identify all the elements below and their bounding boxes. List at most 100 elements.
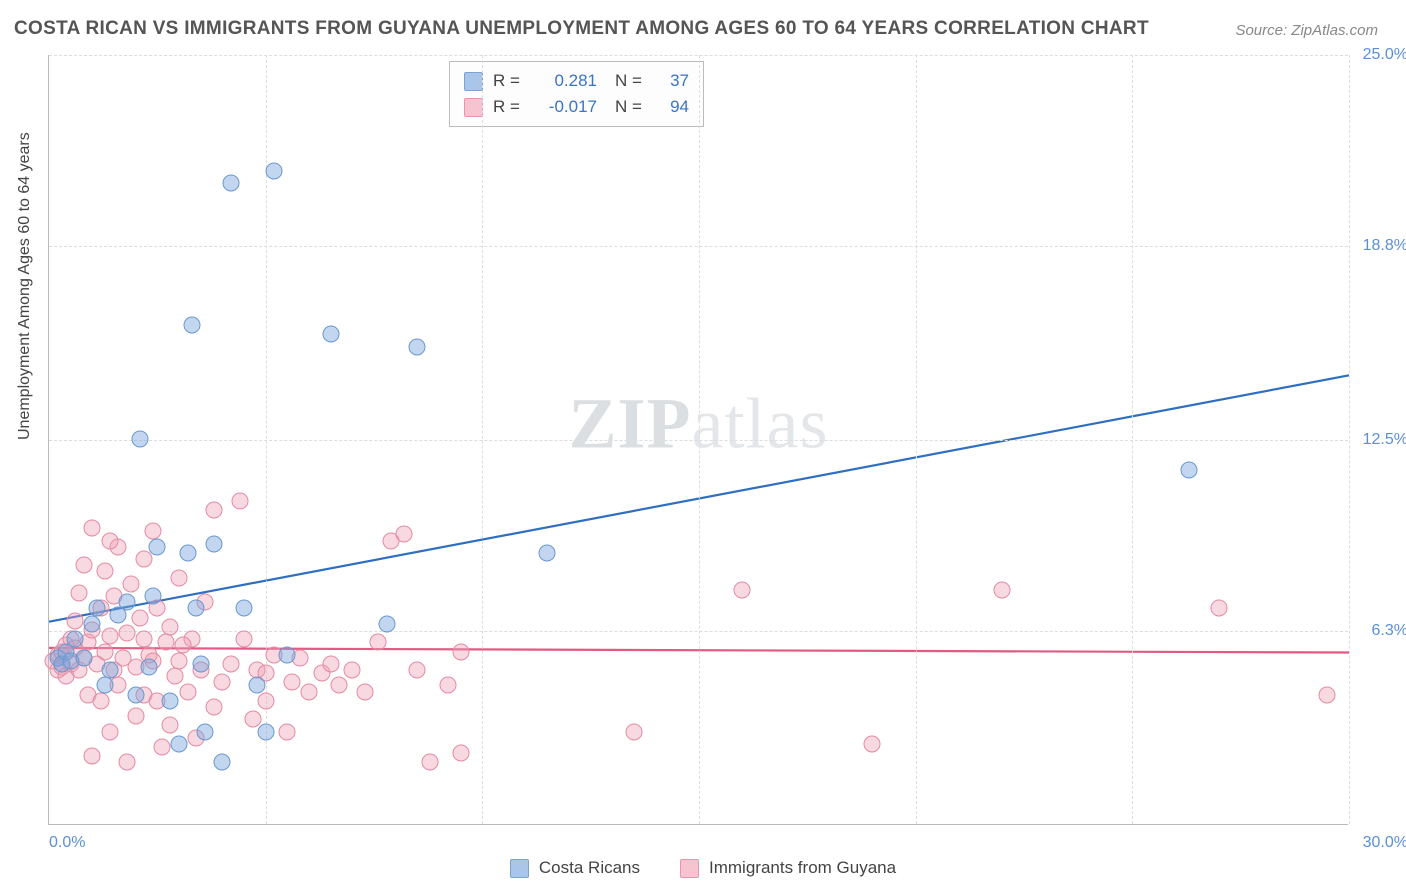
scatter-point xyxy=(279,723,296,740)
scatter-point xyxy=(140,658,157,675)
scatter-point xyxy=(127,708,144,725)
scatter-point xyxy=(236,600,253,617)
scatter-point xyxy=(84,615,101,632)
legend-item-0: Costa Ricans xyxy=(510,858,640,878)
scatter-point xyxy=(409,338,426,355)
scatter-point xyxy=(119,625,136,642)
n-label: N = xyxy=(615,97,649,117)
scatter-point xyxy=(864,735,881,752)
scatter-point xyxy=(166,668,183,685)
y-tick-label: 12.5% xyxy=(1363,431,1406,449)
chart-container: COSTA RICAN VS IMMIGRANTS FROM GUYANA UN… xyxy=(0,0,1406,892)
gridline-v xyxy=(1132,55,1133,824)
y-tick-label: 6.3% xyxy=(1372,622,1406,640)
scatter-point xyxy=(734,581,751,598)
legend-label-1: Immigrants from Guyana xyxy=(709,858,896,878)
scatter-point xyxy=(301,683,318,700)
scatter-point xyxy=(257,692,274,709)
scatter-point xyxy=(236,631,253,648)
scatter-point xyxy=(132,431,149,448)
r-value-0: 0.281 xyxy=(537,71,597,91)
scatter-point xyxy=(149,538,166,555)
scatter-point xyxy=(223,175,240,192)
scatter-point xyxy=(331,677,348,694)
gridline-v xyxy=(699,55,700,824)
legend-item-1: Immigrants from Guyana xyxy=(680,858,896,878)
scatter-point xyxy=(396,526,413,543)
r-value-1: -0.017 xyxy=(537,97,597,117)
scatter-point xyxy=(88,600,105,617)
scatter-point xyxy=(84,748,101,765)
scatter-point xyxy=(1211,600,1228,617)
x-min-label: 0.0% xyxy=(49,834,85,852)
scatter-point xyxy=(101,662,118,679)
scatter-point xyxy=(145,523,162,540)
legend-bottom: Costa Ricans Immigrants from Guyana xyxy=(0,858,1406,878)
n-value-1: 94 xyxy=(659,97,689,117)
scatter-point xyxy=(223,655,240,672)
scatter-point xyxy=(409,662,426,679)
scatter-point xyxy=(123,575,140,592)
scatter-point xyxy=(136,551,153,568)
y-tick-label: 25.0% xyxy=(1363,46,1406,64)
scatter-point xyxy=(197,723,214,740)
source-label: Source: ZipAtlas.com xyxy=(1235,22,1378,39)
scatter-point xyxy=(184,317,201,334)
scatter-point xyxy=(171,735,188,752)
scatter-point xyxy=(188,600,205,617)
legend-stats: R = 0.281 N = 37 R = -0.017 N = 94 xyxy=(449,61,704,127)
legend-stats-row-0: R = 0.281 N = 37 xyxy=(464,68,689,94)
scatter-point xyxy=(370,634,387,651)
scatter-point xyxy=(249,677,266,694)
scatter-point xyxy=(452,745,469,762)
r-label: R = xyxy=(493,71,527,91)
watermark-bold: ZIP xyxy=(569,384,692,464)
scatter-point xyxy=(266,163,283,180)
scatter-point xyxy=(84,520,101,537)
gridline-v xyxy=(916,55,917,824)
scatter-point xyxy=(205,698,222,715)
scatter-point xyxy=(626,723,643,740)
scatter-point xyxy=(439,677,456,694)
plot-area: ZIPatlas 0.0% 30.0% R = 0.281 N = 37 R =… xyxy=(48,55,1348,825)
scatter-point xyxy=(145,588,162,605)
scatter-point xyxy=(379,615,396,632)
scatter-point xyxy=(97,643,114,660)
scatter-point xyxy=(179,683,196,700)
scatter-point xyxy=(101,628,118,645)
scatter-point xyxy=(357,683,374,700)
legend-swatch-0 xyxy=(510,859,529,878)
scatter-point xyxy=(97,563,114,580)
scatter-point xyxy=(539,544,556,561)
scatter-point xyxy=(162,692,179,709)
scatter-point xyxy=(162,618,179,635)
scatter-point xyxy=(322,326,339,343)
legend-swatch-0 xyxy=(464,72,483,91)
scatter-point xyxy=(75,557,92,574)
scatter-point xyxy=(179,544,196,561)
scatter-point xyxy=(171,652,188,669)
scatter-point xyxy=(67,612,84,629)
legend-swatch-1 xyxy=(464,98,483,117)
scatter-point xyxy=(279,646,296,663)
scatter-point xyxy=(132,609,149,626)
scatter-point xyxy=(422,754,439,771)
scatter-point xyxy=(283,674,300,691)
gridline-v xyxy=(482,55,483,824)
scatter-point xyxy=(119,594,136,611)
scatter-point xyxy=(344,662,361,679)
scatter-point xyxy=(97,677,114,694)
scatter-point xyxy=(192,655,209,672)
n-value-0: 37 xyxy=(659,71,689,91)
scatter-point xyxy=(136,631,153,648)
scatter-point xyxy=(175,637,192,654)
chart-title: COSTA RICAN VS IMMIGRANTS FROM GUYANA UN… xyxy=(14,18,1149,40)
scatter-point xyxy=(158,634,175,651)
scatter-point xyxy=(93,692,110,709)
legend-label-0: Costa Ricans xyxy=(539,858,640,878)
legend-stats-row-1: R = -0.017 N = 94 xyxy=(464,94,689,120)
scatter-point xyxy=(214,674,231,691)
scatter-point xyxy=(994,581,1011,598)
scatter-point xyxy=(101,532,118,549)
scatter-point xyxy=(214,754,231,771)
